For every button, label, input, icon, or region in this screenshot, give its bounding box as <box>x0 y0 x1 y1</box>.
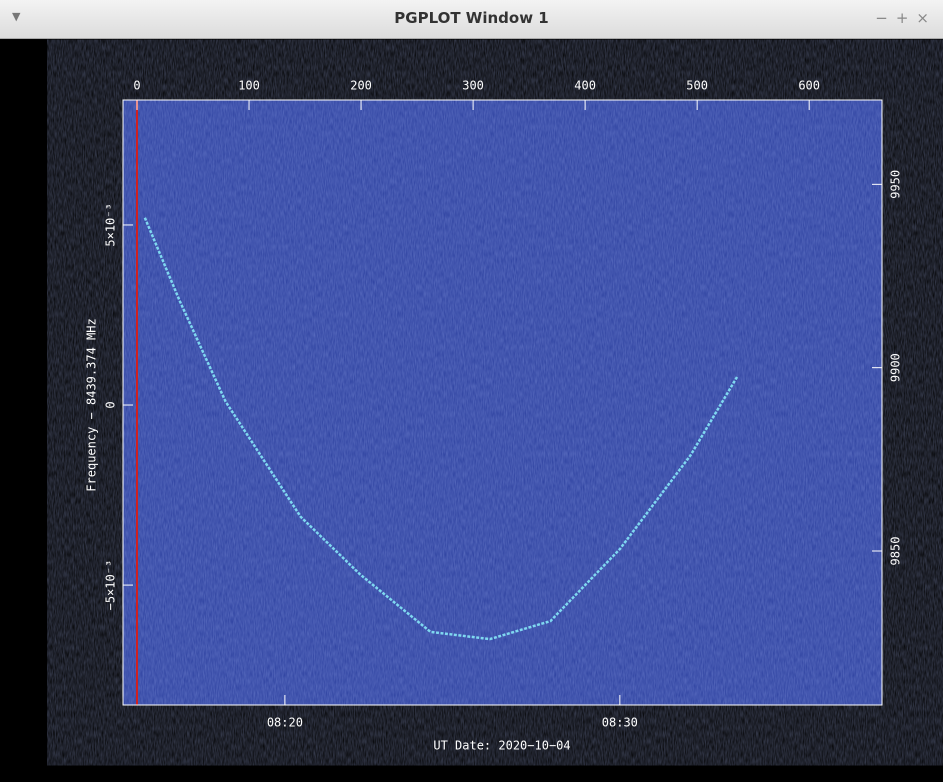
chart: UT Date: 2020−10−04 Frequency − 8439.374… <box>85 79 903 753</box>
y2-tick-label: 9950 <box>889 170 903 199</box>
window-title: PGPLOT Window 1 <box>394 9 549 27</box>
y-tick-label: 5×10⁻³ <box>104 203 118 246</box>
y-axis-label: Frequency − 8439.374 MHz <box>85 318 99 491</box>
x-tick-label: 300 <box>462 79 484 93</box>
y-tick-label: 0 <box>104 401 118 408</box>
signal-trace <box>143 217 739 641</box>
noise-texture <box>123 100 882 705</box>
x-tick-label: 500 <box>686 79 708 93</box>
y2-tick-label: 9850 <box>889 537 903 566</box>
x2-tick-label: 08:30 <box>602 716 638 730</box>
x2-tick-label: 08:20 <box>267 716 303 730</box>
x-tick-label: 0 <box>133 79 140 93</box>
window-menu[interactable]: ▼ <box>12 10 21 23</box>
x-tick-label: 600 <box>798 79 820 93</box>
x-tick-label: 100 <box>238 79 260 93</box>
maximize-button[interactable]: + <box>895 9 917 27</box>
y2-tick-label: 9900 <box>889 353 903 382</box>
y-tick-label: −5×10⁻³ <box>104 560 118 611</box>
x-axis-label: UT Date: 2020−10−04 <box>433 739 570 753</box>
window-controls: −+× <box>875 9 937 27</box>
title-bar: ▼ PGPLOT Window 1 −+× <box>0 0 943 39</box>
x-tick-label: 400 <box>574 79 596 93</box>
x-tick-label: 200 <box>350 79 372 93</box>
minimize-button[interactable]: − <box>875 9 896 27</box>
close-button[interactable]: × <box>916 9 937 27</box>
plot-frame <box>122 99 883 706</box>
